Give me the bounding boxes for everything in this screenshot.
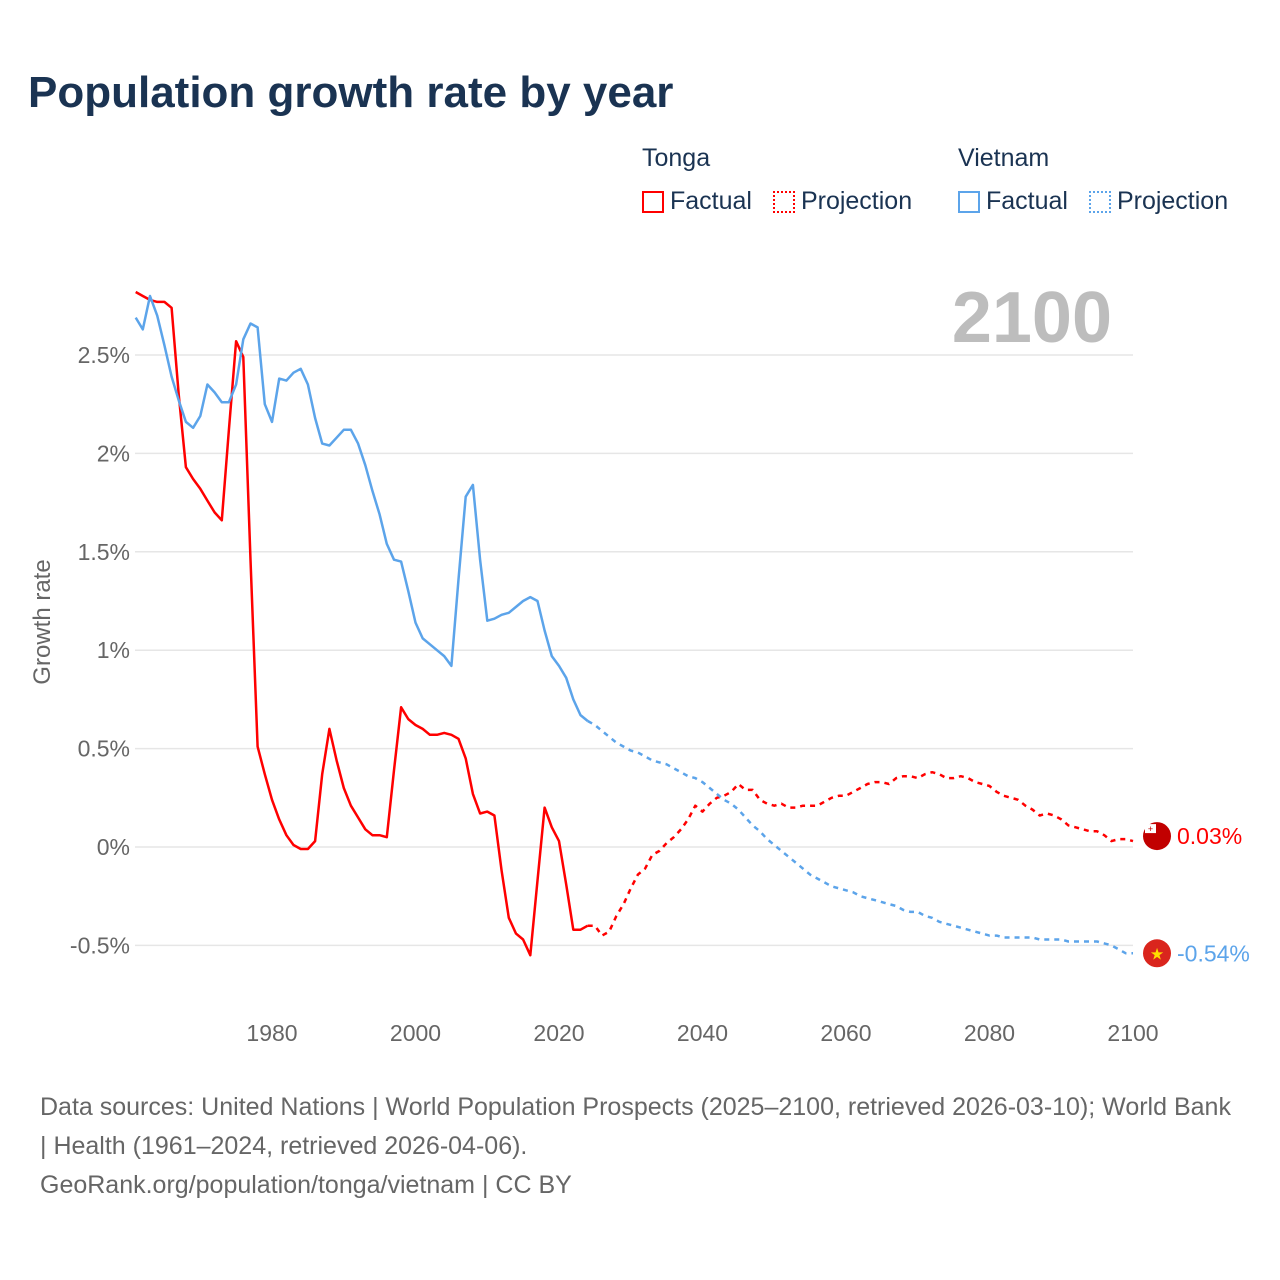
legend-label: Factual	[986, 187, 1068, 215]
y-tick-label: 1%	[97, 637, 130, 663]
x-tick-label: 2080	[964, 1020, 1015, 1046]
y-tick-label: -0.5%	[70, 932, 130, 958]
x-tick-label: 1980	[246, 1020, 297, 1046]
tonga-factual-line	[135, 290, 589, 957]
y-tick-label: 2.5%	[78, 342, 130, 368]
legend-vietnam: Vietnam Factual Projection	[958, 144, 1242, 220]
legend-label: Factual	[670, 187, 752, 215]
legend-tonga-projection[interactable]: Projection	[772, 187, 913, 216]
vietnam-projection-line	[587, 719, 1133, 955]
chart-title: Population growth rate by year	[28, 68, 674, 117]
legend-vietnam-projection[interactable]: Projection	[1088, 187, 1229, 216]
vietnam-end-label: -0.54%	[1177, 940, 1250, 966]
source-link[interactable]: GeoRank.org/population/tonga/vietnam | C…	[40, 1171, 572, 1199]
legend-tonga-factual[interactable]: Factual	[642, 187, 752, 216]
y-tick-label: 0%	[97, 834, 130, 860]
swatch-icon	[1088, 190, 1111, 213]
tonga-end-label: 0.03%	[1177, 823, 1242, 849]
legend-label: Projection	[1116, 187, 1229, 215]
star-icon: ★	[1150, 946, 1164, 963]
x-tick-label: 2020	[533, 1020, 584, 1046]
swatch-icon	[958, 190, 980, 213]
data-sources: Data sources: United Nations | World Pop…	[40, 1093, 1231, 1160]
vietnam-flag-icon	[1143, 939, 1171, 968]
legend-vietnam-factual[interactable]: Factual	[958, 187, 1068, 216]
x-tick-label: 2040	[677, 1020, 728, 1046]
x-tick-label: 2100	[1107, 1020, 1158, 1046]
y-axis-label: Growth rate	[29, 559, 56, 684]
legend-group-label: Vietnam	[958, 144, 1050, 172]
vietnam-factual-line	[134, 294, 589, 722]
y-tick-label: 0.5%	[78, 736, 130, 762]
tonga-projection-line	[587, 770, 1134, 937]
swatch-icon	[642, 190, 664, 213]
footer: Data sources: United Nations | World Pop…	[40, 1088, 1240, 1205]
legend-group-label: Tonga	[642, 144, 711, 172]
y-tick-label: 2%	[97, 440, 130, 466]
legend-tonga: Tonga Factual Projection	[642, 144, 926, 220]
y-tick-label: 1.5%	[78, 539, 130, 565]
swatch-icon	[772, 190, 795, 213]
x-tick-label: 2000	[390, 1020, 441, 1046]
flag-canton	[1145, 824, 1156, 834]
legend-label: Projection	[800, 187, 913, 215]
cross-icon: +	[1148, 824, 1153, 834]
x-tick-label: 2060	[820, 1020, 871, 1046]
year-label: 2100	[952, 278, 1112, 358]
